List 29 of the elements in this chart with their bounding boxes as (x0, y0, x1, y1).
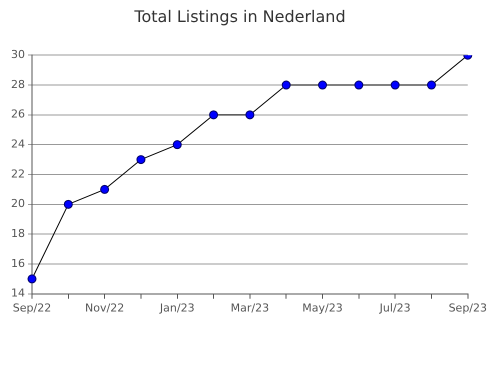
point (100, 184, 110, 194)
y-tick-label: 30 (10, 48, 25, 62)
y-tick-label: 16 (10, 256, 25, 270)
y-tick-label: 26 (10, 108, 25, 121)
point (245, 110, 254, 120)
point (136, 155, 146, 164)
point (27, 274, 36, 284)
y-tick-label: 18 (10, 227, 25, 240)
point (354, 80, 364, 90)
x-tick-label: Nov/22 (85, 301, 124, 314)
point (282, 80, 291, 90)
y-tick-label: 20 (10, 197, 25, 210)
point (390, 80, 400, 90)
point (64, 200, 73, 209)
chart-title: Total Listings in Nederland (133, 6, 346, 26)
y-tick-label: 22 (10, 167, 25, 180)
x-tick-label: May/23 (302, 301, 343, 314)
point (209, 110, 218, 120)
y-tick-label: 28 (10, 78, 25, 91)
point (426, 80, 436, 90)
x-tick-label: Sep/22 (12, 301, 52, 314)
y-tick-label: 14 (10, 286, 25, 300)
x-tick-label: Jul/23 (378, 301, 411, 314)
x-tick-label: Jan/23 (158, 301, 195, 314)
point (318, 80, 328, 90)
y-tick-label: 24 (10, 138, 25, 151)
point (172, 140, 182, 150)
x-tick-label: Sep/23 (448, 301, 487, 314)
x-tick-label: Mar/23 (230, 301, 270, 314)
